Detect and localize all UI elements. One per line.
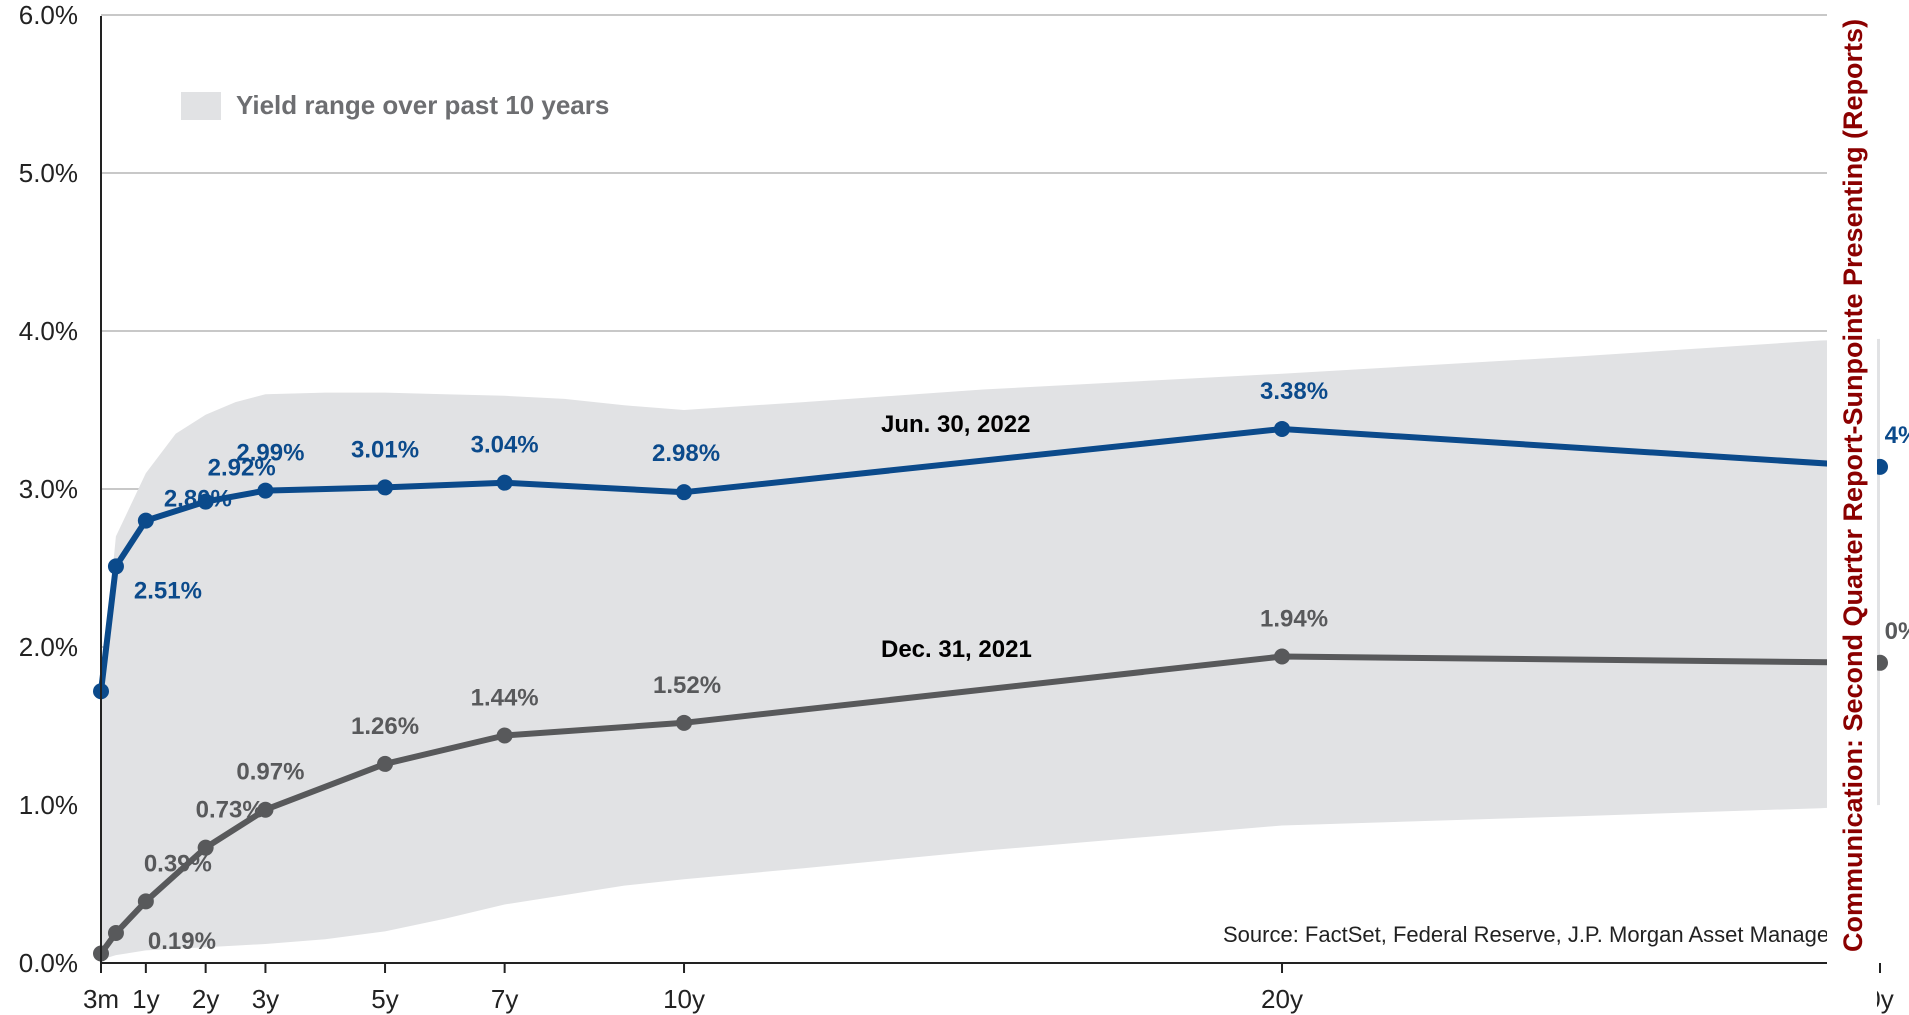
- data-labels: 2.51% 2.80% 2.92%2.99% 3.01% 3.04% 2.98% 3.38%…: [134, 378, 1909, 955]
- y-tick-label: 6.0%: [19, 0, 78, 30]
- x-tick-label: 5y: [371, 984, 398, 1014]
- data-point: [137, 893, 154, 910]
- data-point: [1274, 420, 1291, 437]
- y-tick-label: 4.0%: [19, 316, 78, 346]
- legend-label: Yield range over past 10 years: [236, 90, 609, 120]
- data-point: [377, 479, 394, 496]
- data-point: [676, 484, 693, 501]
- data-point: [197, 839, 214, 856]
- y-tick-label: 2.0%: [19, 632, 78, 662]
- x-tick-label: 10y: [663, 984, 705, 1014]
- x-tick-label: 3y: [252, 984, 279, 1014]
- data-label: 0.39%: [144, 850, 212, 877]
- data-label: 2.99%: [236, 440, 304, 467]
- x-tick-label: 2y: [192, 984, 219, 1014]
- y-tick-label: 0.0%: [19, 948, 78, 978]
- legend: Yield range over past 10 years: [181, 90, 609, 120]
- data-point: [107, 924, 124, 941]
- data-point: [137, 512, 154, 529]
- data-label: 2.92%: [208, 455, 276, 482]
- series-line: [98, 653, 1881, 956]
- source-note: Source: FactSet, Federal Reserve, J.P. M…: [1223, 922, 1829, 947]
- y-tick-label: 1.0%: [19, 790, 78, 820]
- side-label: Communication: Second Quarter Report-Sun…: [1838, 19, 1868, 952]
- x-tick-label: 20y: [1261, 984, 1303, 1014]
- data-point: [107, 558, 124, 575]
- data-label: 2.51%: [134, 577, 202, 604]
- series-name-dec-2021: Dec. 31, 2021: [881, 636, 1032, 663]
- series-name-jun-2022: Jun. 30, 2022: [881, 411, 1030, 438]
- data-label: 3.04%: [471, 432, 539, 459]
- x-tick-label: 3m: [83, 984, 119, 1014]
- axes: 3m 1y 2y 3y 5y 7y 10y 20y 0y: [83, 16, 1894, 1014]
- y-tick-label: 5.0%: [19, 158, 78, 188]
- data-point: [197, 493, 214, 510]
- data-label: 1.26%: [351, 713, 419, 740]
- data-label: 0.73%: [196, 797, 264, 824]
- data-point: [496, 474, 513, 491]
- x-tick-label: 1y: [132, 984, 159, 1014]
- yield-range-band: [101, 338, 1880, 960]
- data-label: 0%: [1885, 618, 1909, 645]
- legend-swatch: [181, 92, 221, 120]
- data-label: 0.97%: [236, 759, 304, 786]
- series-lines: [93, 420, 1888, 962]
- data-label: 1.94%: [1260, 605, 1328, 632]
- data-label: 1.44%: [471, 684, 539, 711]
- data-point: [257, 482, 274, 499]
- data-point: [377, 755, 394, 772]
- x-tick-label: 7y: [491, 984, 518, 1014]
- data-point: [496, 727, 513, 744]
- data-label: 3.01%: [351, 436, 419, 463]
- data-point: [1274, 648, 1291, 665]
- data-point: [257, 801, 274, 818]
- data-label: 1.52%: [653, 672, 721, 699]
- side-panel: [1827, 0, 1877, 1015]
- data-label: 3.38%: [1260, 378, 1328, 405]
- data-point: [676, 714, 693, 731]
- data-label: 2.98%: [652, 440, 720, 467]
- y-tick-label: 3.0%: [19, 474, 78, 504]
- series-line: [98, 426, 1881, 692]
- data-label: 4%: [1885, 422, 1909, 449]
- data-label: 2.80%: [164, 486, 232, 513]
- data-label: 0.19%: [148, 928, 216, 955]
